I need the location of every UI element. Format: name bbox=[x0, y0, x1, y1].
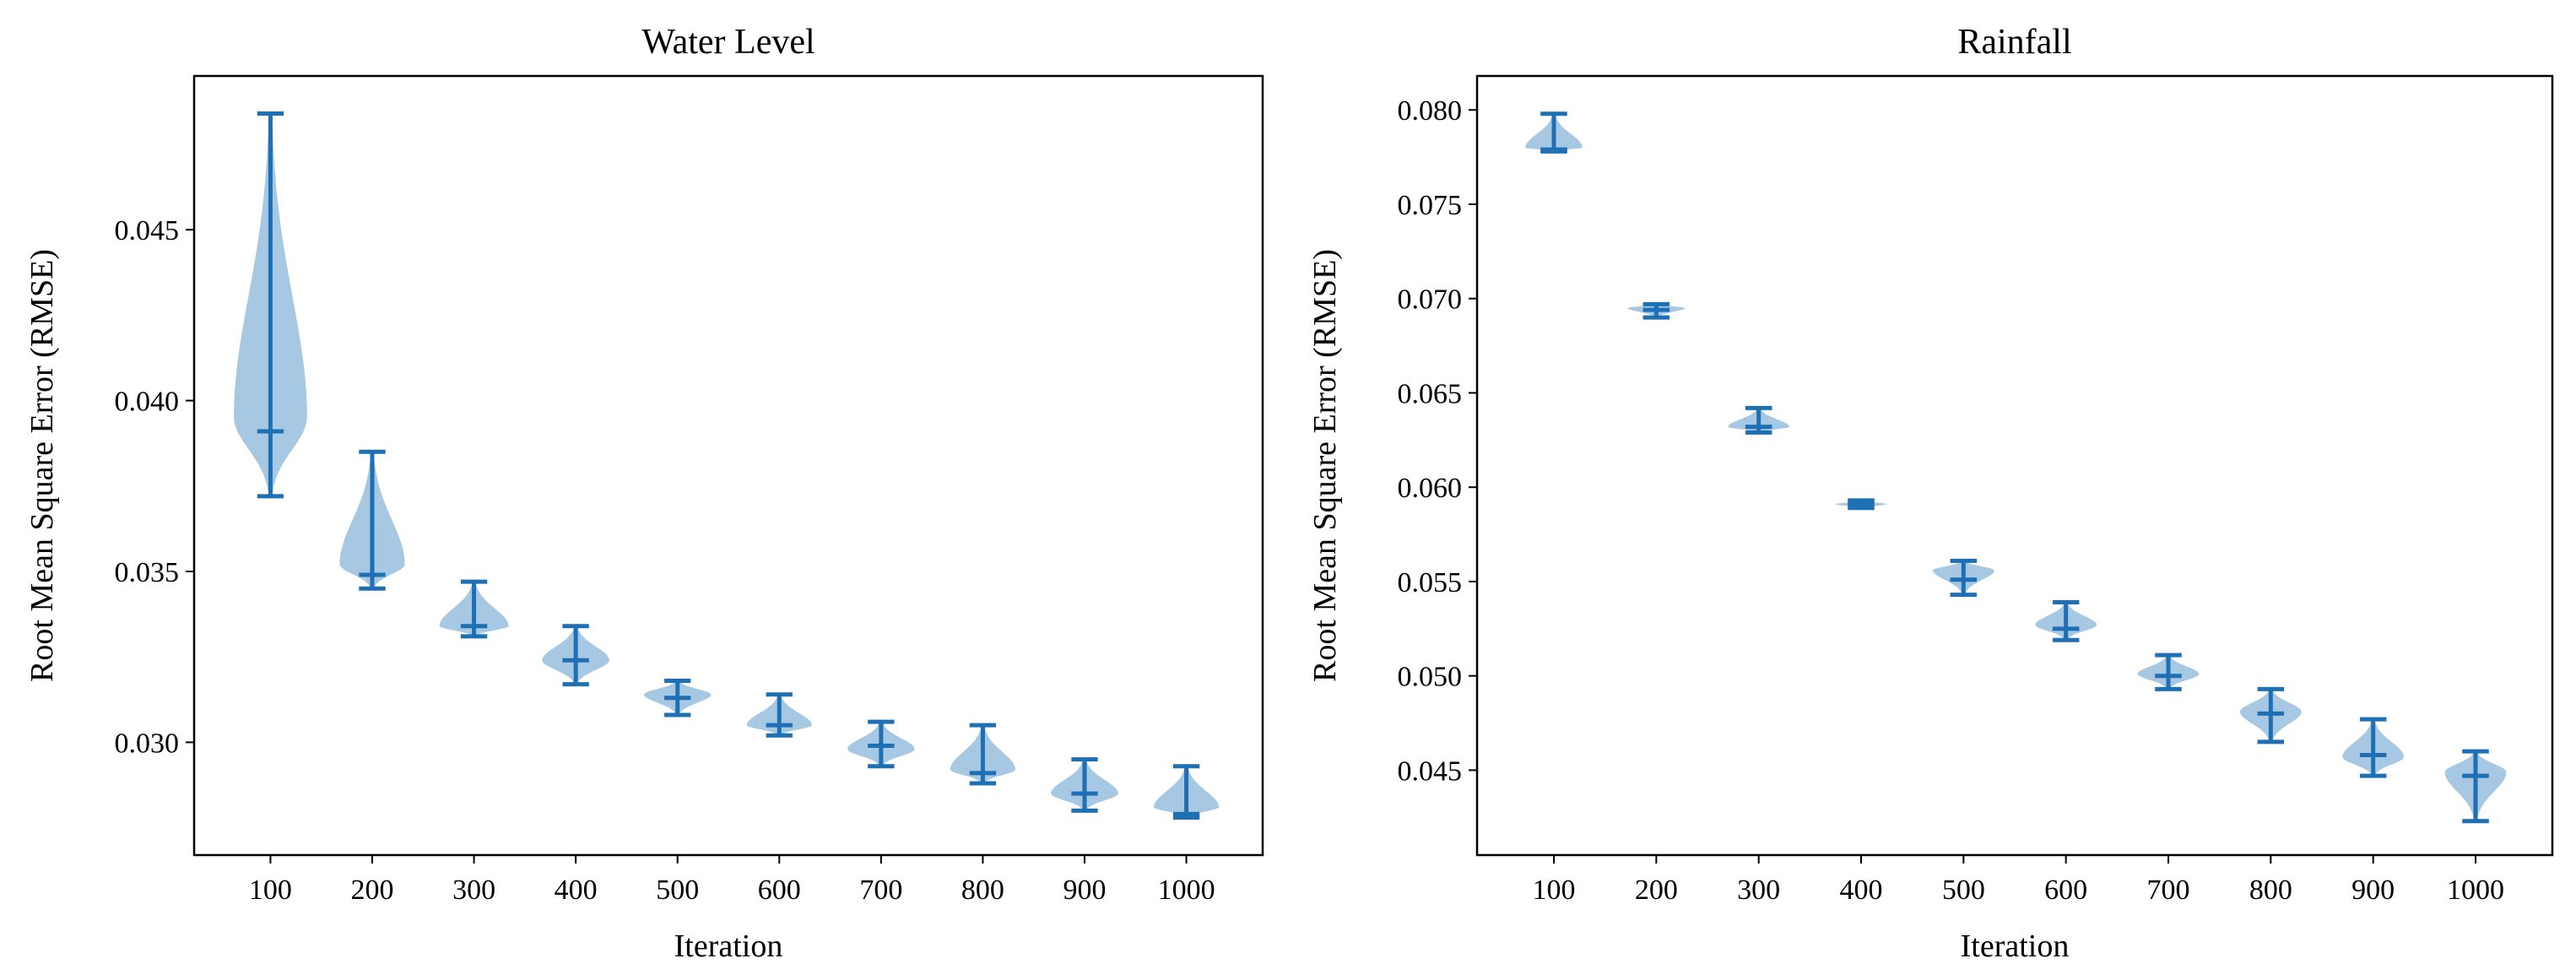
x-axis: 100 200 300 400 500 600 700 800 900 1000 bbox=[249, 855, 1215, 906]
x-tick-label: 700 bbox=[2147, 874, 2190, 906]
y-axis-label: Root Mean Square Error (RMSE) bbox=[1307, 249, 1343, 682]
x-axis-label: Iteration bbox=[674, 929, 783, 964]
y-axis-label: Root Mean Square Error (RMSE) bbox=[24, 249, 60, 682]
x-axis-label: Iteration bbox=[1961, 929, 2070, 964]
violin-markers bbox=[2462, 749, 2489, 824]
x-tick-label: 500 bbox=[656, 874, 699, 906]
y-tick-label: 0.065 bbox=[1398, 378, 1463, 409]
y-tick-label: 0.030 bbox=[115, 728, 180, 759]
violin-markers bbox=[2257, 686, 2285, 744]
violin-markers bbox=[562, 624, 589, 687]
chart-panel-1: 100 200 300 400 500 600 700 800 900 10000.0300.03… bbox=[24, 23, 1264, 964]
x-tick-label: 600 bbox=[758, 874, 801, 906]
y-tick-label: 0.035 bbox=[115, 557, 180, 588]
violins bbox=[234, 111, 1220, 820]
x-tick-label: 100 bbox=[249, 874, 292, 906]
plot-frame bbox=[192, 74, 1264, 857]
chart-title: Water Level bbox=[641, 23, 814, 62]
y-tick-label: 0.080 bbox=[1398, 95, 1463, 127]
violin-markers bbox=[1071, 757, 1098, 813]
violin-markers bbox=[1848, 498, 1875, 511]
y-tick-label: 0.045 bbox=[115, 215, 180, 246]
violin-markers bbox=[1642, 301, 1670, 320]
x-tick-label: 500 bbox=[1942, 874, 1985, 906]
chart-panel-2: 100 200 300 400 500 600 700 800 900 1000 0.045 0.05… bbox=[1307, 23, 2554, 964]
y-tick-label: 0.045 bbox=[1398, 755, 1463, 787]
chart-title: Rainfall bbox=[1957, 23, 2071, 62]
plot-frame bbox=[1475, 74, 2554, 857]
violin-markers bbox=[868, 719, 895, 769]
violin-markers bbox=[359, 449, 386, 591]
x-tick-label: 300 bbox=[452, 874, 495, 906]
x-tick-label: 600 bbox=[2044, 874, 2087, 906]
x-tick-label: 800 bbox=[2249, 874, 2292, 906]
violin-markers bbox=[460, 579, 488, 639]
x-axis: 100 200 300 400 500 600 700 800 900 1000 bbox=[1533, 855, 2504, 906]
y-axis: 0.030 0.035 0.040 0.045 bbox=[115, 215, 194, 759]
x-tick-label: 900 bbox=[1063, 874, 1107, 906]
x-tick-label: 400 bbox=[555, 874, 598, 906]
y-axis: 0.045 0.050 0.055 0.060 0.065 0.070 0.075 0.080 bbox=[1398, 95, 1477, 787]
violin-markers bbox=[2155, 652, 2182, 691]
violin-markers bbox=[257, 111, 284, 499]
x-tick-label: 800 bbox=[961, 874, 1004, 906]
violins bbox=[1525, 111, 2507, 824]
x-tick-label: 900 bbox=[2351, 874, 2395, 906]
x-tick-label: 1000 bbox=[1158, 874, 1215, 906]
x-tick-label: 700 bbox=[859, 874, 902, 906]
y-tick-label: 0.070 bbox=[1398, 284, 1463, 316]
violin-markers bbox=[1950, 558, 1978, 598]
violin-markers bbox=[1540, 111, 1567, 154]
x-tick-label: 400 bbox=[1840, 874, 1883, 906]
violin-markers bbox=[766, 692, 793, 738]
violin-markers bbox=[1172, 764, 1200, 820]
y-tick-label: 0.050 bbox=[1398, 662, 1463, 693]
violin-markers bbox=[969, 723, 997, 786]
violin-markers bbox=[2359, 717, 2387, 778]
x-tick-label: 200 bbox=[1635, 874, 1678, 906]
y-tick-label: 0.075 bbox=[1398, 190, 1463, 221]
x-tick-label: 100 bbox=[1533, 874, 1576, 906]
y-tick-label: 0.040 bbox=[115, 387, 180, 418]
y-tick-label: 0.060 bbox=[1398, 473, 1463, 504]
x-tick-label: 200 bbox=[351, 874, 394, 906]
violin-markers bbox=[1745, 405, 1772, 435]
violin-markers bbox=[2052, 600, 2080, 642]
x-tick-label: 300 bbox=[1737, 874, 1780, 906]
y-tick-label: 0.055 bbox=[1398, 567, 1463, 598]
x-tick-label: 1000 bbox=[2447, 874, 2504, 906]
violin-markers bbox=[664, 679, 691, 717]
